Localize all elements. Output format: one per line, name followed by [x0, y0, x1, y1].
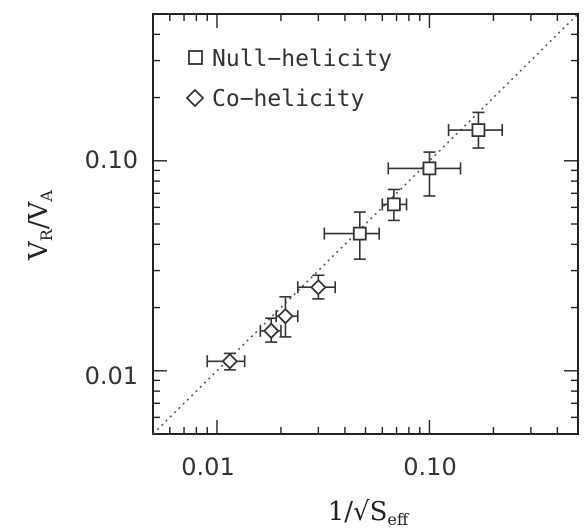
- reference-line: [152, 13, 579, 435]
- x-axis-label-root: √: [353, 497, 370, 527]
- null-helicity-point: [323, 211, 380, 260]
- x-axis-label: 1/√Seff: [328, 497, 410, 529]
- null-helicity-point: [447, 111, 504, 149]
- legend-label-null-helicity: Null−helicity: [212, 46, 392, 72]
- x-tick-label-0: 0.01: [181, 453, 234, 481]
- tick-marks: [152, 13, 579, 435]
- diamond-marker: [277, 307, 294, 325]
- square-marker: [422, 161, 437, 176]
- diamond-marker: [310, 278, 327, 296]
- legend-square-marker: [188, 50, 203, 65]
- co-helicity-point: [259, 317, 282, 343]
- diamond-marker: [262, 322, 280, 340]
- square-marker: [386, 197, 401, 212]
- co-helicity-point: [206, 352, 246, 371]
- legend-diamond-marker: [185, 88, 205, 108]
- co-helicity-point: [296, 274, 336, 300]
- diamond-marker: [221, 352, 239, 370]
- y-axis-label-a: V: [24, 240, 54, 261]
- plot-frame: [152, 13, 579, 435]
- null-helicity-point: [387, 151, 462, 197]
- square-marker: [471, 123, 486, 137]
- x-axis-label-sub: eff: [387, 510, 409, 529]
- data-points: [206, 111, 504, 371]
- y-axis-label-b-sub: A: [37, 190, 56, 203]
- y-tick-label-0: 0.01: [85, 362, 138, 390]
- null-helicity-point: [381, 188, 408, 222]
- square-marker: [352, 226, 367, 241]
- co-helicity-point: [275, 296, 299, 338]
- y-axis-label-a-sub: R: [37, 228, 56, 241]
- y-tick-label-1: 0.10: [85, 146, 138, 174]
- x-axis-label-prefix: 1/: [328, 497, 354, 527]
- x-axis-label-main: S: [370, 497, 388, 527]
- x-tick-label-1: 0.10: [403, 453, 456, 481]
- y-axis-label-slash: /: [24, 220, 54, 229]
- legend-label-co-helicity: Co−helicity: [212, 86, 364, 112]
- legend: Null−helicity Co−helicity: [185, 46, 392, 112]
- y-axis-label-b: V: [24, 200, 54, 221]
- y-axis-label: VR/VA: [24, 190, 56, 261]
